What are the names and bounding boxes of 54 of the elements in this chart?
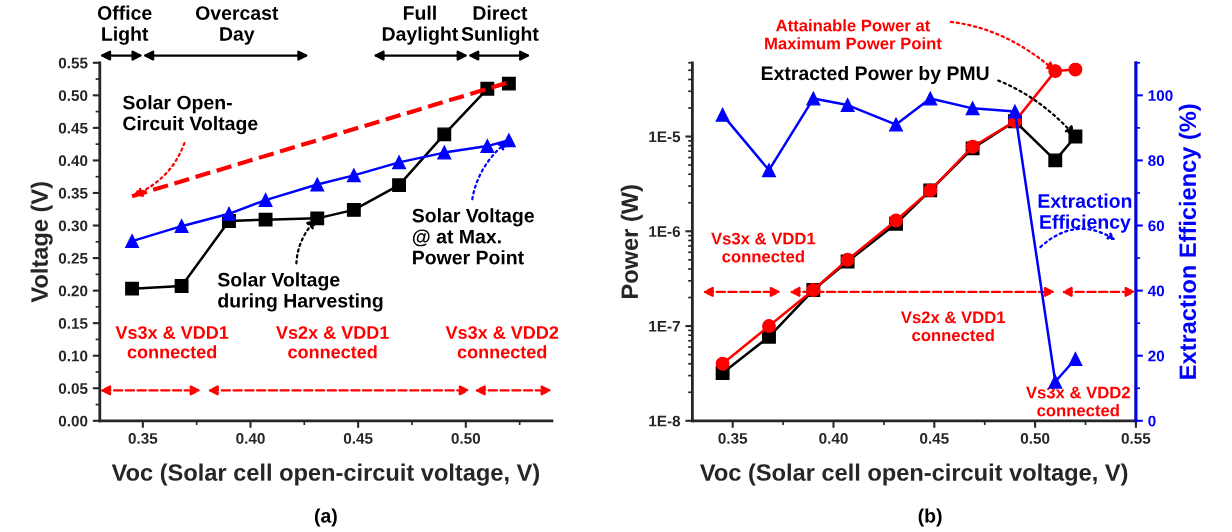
annotation: Solar Open- Circuit Voltage bbox=[122, 95, 258, 135]
y-axis-title: Power (W) bbox=[620, 185, 643, 298]
annotation: Solar Voltage during Harvesting bbox=[217, 272, 383, 312]
y2-tick-label: 100 bbox=[1148, 90, 1173, 102]
x-tick-label: 0.45 bbox=[343, 433, 373, 444]
text: (a) bbox=[314, 508, 337, 527]
annotation: Vs3x & VDD1 connected bbox=[711, 232, 816, 263]
y-tick-label: 1E-7 bbox=[649, 321, 680, 332]
annotation: Vs2x & VDD1 connected bbox=[276, 326, 389, 359]
y-tick-label: 0.10 bbox=[58, 350, 88, 362]
y2-axis-title: Extraction Efficiency (%) bbox=[1178, 104, 1201, 379]
y-axis-title: Voltage (V) bbox=[30, 182, 53, 303]
annotation: Vs3x & VDD2 connected bbox=[445, 326, 559, 359]
y-tick-label: 0.00 bbox=[58, 415, 88, 427]
x-tick-label: 0.40 bbox=[819, 433, 848, 444]
y-tick-label: 1E-8 bbox=[649, 415, 681, 427]
text: Direct Sunlight bbox=[461, 5, 539, 45]
text: Office Light bbox=[97, 5, 152, 45]
y-tick-label: 0.45 bbox=[58, 122, 88, 134]
x-tick-label: 0.50 bbox=[451, 433, 481, 444]
y-tick-label: 0.40 bbox=[58, 155, 88, 167]
annotation: Solar Voltage @ at Max. Power Point bbox=[412, 208, 534, 265]
y-tick-label: 1E-5 bbox=[649, 131, 681, 143]
y-tick-label: 1E-6 bbox=[649, 226, 681, 237]
y-tick-label: 0.55 bbox=[58, 57, 88, 69]
y2-tick-label: 40 bbox=[1147, 285, 1165, 297]
annotation: Extracted Power by PMU bbox=[761, 65, 989, 85]
y-tick-label: 0.50 bbox=[58, 90, 88, 102]
text: Overcast Day bbox=[195, 6, 279, 45]
x-tick-label: 0.35 bbox=[128, 433, 158, 444]
y2-tick-label: 60 bbox=[1148, 220, 1165, 232]
annotation: Vs2x & VDD1 connected bbox=[900, 311, 1006, 342]
x-axis-title: Voc (Solar cell open-circuit voltage, V) bbox=[111, 463, 540, 486]
y-tick-label: 0.20 bbox=[58, 285, 88, 297]
y2-tick-label: 20 bbox=[1148, 350, 1165, 362]
text: (b) bbox=[918, 508, 942, 527]
y-tick-label: 0.35 bbox=[58, 187, 88, 199]
y2-tick-label: 0 bbox=[1148, 415, 1156, 427]
y-tick-label: 0.05 bbox=[58, 383, 88, 394]
annotation: Vs3x & VDD1 connected bbox=[115, 326, 229, 359]
x-tick-label: 0.45 bbox=[920, 433, 949, 444]
x-axis-title: Voc (Solar cell open-circuit voltage, V) bbox=[700, 463, 1128, 486]
x-tick-label: 0.40 bbox=[236, 433, 265, 444]
text: Full Daylight bbox=[382, 5, 459, 45]
x-tick-label: 0.35 bbox=[718, 433, 748, 444]
annotation: Attainable Power at Maximum Power Point bbox=[765, 19, 942, 50]
annotation: Extraction Efficiency bbox=[1038, 193, 1132, 233]
y2-tick-label: 80 bbox=[1148, 155, 1165, 167]
y-tick-label: 0.15 bbox=[58, 318, 88, 329]
x-tick-label: 0.50 bbox=[1020, 433, 1050, 444]
annotation: Vs3x & VDD2 connected bbox=[1026, 386, 1130, 417]
x-tick-label: 0.55 bbox=[1121, 433, 1151, 444]
y-tick-label: 0.25 bbox=[58, 252, 88, 264]
y-tick-label: 0.30 bbox=[58, 220, 88, 232]
